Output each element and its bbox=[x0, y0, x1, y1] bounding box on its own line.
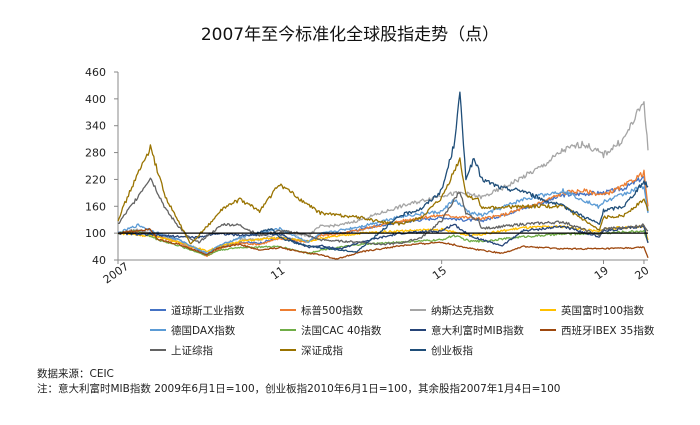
legend-label: 创业板指 bbox=[431, 344, 473, 357]
legend-item: 标普500指数 bbox=[280, 303, 410, 317]
chart-legend: 道琼斯工业指数 标普500指数 纳斯达克指数 英国富时100指数德国DAX指数 法国CA… bbox=[150, 303, 670, 357]
legend-label: 意大利富时MIB指数 bbox=[431, 324, 524, 337]
y-tick-label: 220 bbox=[85, 173, 106, 186]
y-tick-label: 400 bbox=[85, 93, 106, 106]
legend-swatch bbox=[280, 328, 296, 332]
series-line bbox=[118, 177, 649, 246]
legend-label: 德国DAX指数 bbox=[171, 324, 236, 337]
legend-label: 道琼斯工业指数 bbox=[171, 304, 245, 317]
data-source-note: 数据来源：CEIC bbox=[37, 368, 114, 380]
series-line bbox=[117, 144, 649, 245]
legend-swatch bbox=[410, 328, 426, 332]
series-line bbox=[117, 184, 649, 255]
y-tick-label: 280 bbox=[85, 147, 106, 160]
legend-swatch bbox=[410, 348, 426, 352]
y-tick-label: 100 bbox=[85, 227, 106, 240]
x-tick-label: 19 bbox=[592, 264, 611, 283]
legend-label: 上证综指 bbox=[171, 344, 213, 357]
x-tick-label: 15 bbox=[430, 264, 449, 283]
y-tick-label: 460 bbox=[85, 66, 106, 79]
legend-label: 英国富时100指数 bbox=[561, 304, 645, 317]
legend-swatch bbox=[150, 308, 166, 312]
y-tick-label: 340 bbox=[85, 120, 106, 133]
legend-label: 法国CAC 40指数 bbox=[301, 324, 382, 337]
series-line bbox=[117, 101, 649, 255]
legend-label: 深证成指 bbox=[301, 344, 343, 357]
legend-label: 西班牙IBEX 35指数 bbox=[561, 324, 655, 337]
footnote: 注：意大利富时MIB指数 2009年6月1日=100，创业板指2010年6月1日… bbox=[37, 383, 561, 395]
chart-title: 2007年至今标准化全球股指走势（点） bbox=[200, 25, 500, 45]
legend-swatch bbox=[280, 348, 296, 352]
legend-item: 道琼斯工业指数 bbox=[150, 303, 280, 317]
x-tick-label: 11 bbox=[268, 264, 287, 283]
legend-item: 纳斯达克指数 bbox=[410, 303, 540, 317]
legend-swatch bbox=[540, 328, 556, 332]
legend-swatch bbox=[280, 308, 296, 312]
legend-item: 上证综指 bbox=[150, 343, 280, 357]
legend-swatch bbox=[150, 328, 166, 332]
legend-swatch bbox=[410, 308, 426, 312]
legend-item: 西班牙IBEX 35指数 bbox=[540, 323, 670, 337]
legend-item: 意大利富时MIB指数 bbox=[410, 323, 540, 337]
chart-notes: 数据来源：CEIC 注：意大利富时MIB指数 2009年6月1日=100，创业板… bbox=[37, 367, 560, 397]
legend-label: 标普500指数 bbox=[301, 304, 364, 317]
legend-swatch bbox=[540, 308, 556, 312]
legend-item: 深证成指 bbox=[280, 343, 410, 357]
legend-item: 英国富时100指数 bbox=[540, 303, 670, 317]
legend-item: 创业板指 bbox=[410, 343, 540, 357]
x-tick-label: 20 bbox=[632, 264, 651, 283]
legend-label: 纳斯达克指数 bbox=[431, 304, 494, 317]
legend-item: 法国CAC 40指数 bbox=[280, 323, 410, 337]
legend-item: 德国DAX指数 bbox=[150, 323, 280, 337]
y-tick-label: 40 bbox=[92, 254, 106, 267]
series-line bbox=[255, 91, 649, 253]
legend-swatch bbox=[150, 348, 166, 352]
series-line bbox=[117, 227, 649, 260]
y-tick-label: 160 bbox=[85, 200, 106, 213]
